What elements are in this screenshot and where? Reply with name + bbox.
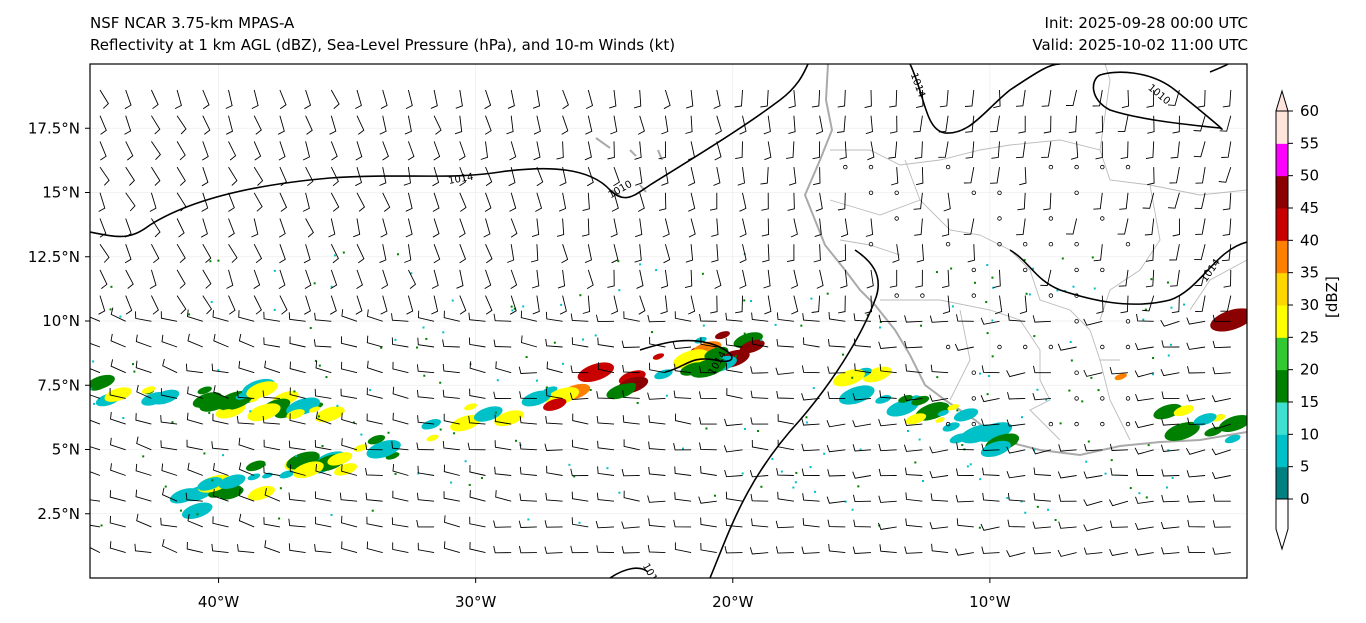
svg-text:1010: 1010 (1145, 82, 1172, 107)
y-tick-label: 12.5°N (28, 248, 80, 266)
svg-text:1014: 1014 (908, 72, 927, 100)
wind-barbs (90, 89, 1232, 558)
colorbar-segment (1276, 466, 1288, 500)
x-tick-label: 30°W (455, 593, 497, 611)
colorbar-segment (1276, 143, 1288, 177)
colorbar-label: [dBZ] (1323, 276, 1341, 318)
colorbar-segment (1276, 111, 1288, 144)
x-tick-label: 20°W (712, 593, 754, 611)
init-time: Init: 2025-09-28 00:00 UTC (1044, 14, 1248, 32)
colorbar-tick-label: 15 (1300, 393, 1319, 411)
isobars (90, 64, 1247, 578)
colorbar-tick-label: 5 (1300, 458, 1310, 476)
axes: 40°W 30°W 20°W 10°W 17.5°N 15°N 12.5°N 10°N 7.5°… (28, 119, 1011, 611)
cape-verde-islands (595, 137, 663, 197)
y-tick-label: 10°N (42, 312, 80, 330)
colorbar-segment (1276, 305, 1288, 338)
y-tick-label: 15°N (42, 184, 80, 202)
svg-text:1014: 1014 (447, 172, 474, 187)
colorbar-tick-label: 50 (1300, 167, 1319, 185)
y-tick-label: 17.5°N (28, 119, 80, 137)
colorbar-segment (1276, 272, 1288, 306)
colorbar-segment (1276, 337, 1288, 371)
colorbar-tick-label: 60 (1300, 102, 1319, 120)
svg-text:1010: 1010 (607, 179, 635, 201)
colorbar-tick-label: 20 (1300, 361, 1319, 379)
colorbar-tick-label: 10 (1300, 425, 1319, 443)
colorbar-tick-label: 55 (1300, 134, 1319, 152)
fields-title: Reflectivity at 1 km AGL (dBZ), Sea-Leve… (90, 36, 676, 54)
colorbar-tick-label: 40 (1300, 231, 1319, 249)
isobar-labels: 1014 1014 1014 1010 1014 1010 1010 (447, 72, 1222, 590)
y-tick-label: 5°N (52, 441, 80, 459)
colorbar-segment (1276, 434, 1288, 468)
colorbar-extend-max (1275, 89, 1289, 112)
colorbar-tick-label: 35 (1300, 264, 1319, 282)
svg-text:1010: 1010 (640, 562, 662, 590)
colorbar-segment (1276, 208, 1288, 241)
y-tick-label: 7.5°N (37, 376, 80, 394)
country-borders (829, 64, 1247, 441)
colorbar-tick-label: 25 (1300, 328, 1319, 346)
coastline (803, 64, 1247, 457)
colorbar-extend-min (1275, 498, 1289, 551)
colorbar-segment (1276, 402, 1288, 435)
colorbar-segment (1276, 240, 1288, 274)
x-tick-label: 40°W (198, 593, 240, 611)
map-area: 1014 1014 1014 1010 1014 1010 1010 (90, 64, 1247, 590)
colorbar-tick-label: 45 (1300, 199, 1319, 217)
valid-time: Valid: 2025-10-02 11:00 UTC (1032, 36, 1248, 54)
colorbar-segment (1276, 175, 1288, 209)
y-tick-label: 2.5°N (37, 505, 80, 523)
reflectivity-field (90, 251, 1247, 529)
colorbar-tick-label: 0 (1300, 490, 1310, 508)
colorbar-segment (1276, 369, 1288, 403)
colorbar-tick-label: 30 (1300, 296, 1319, 314)
x-tick-label: 10°W (969, 593, 1011, 611)
model-title: NSF NCAR 3.75-km MPAS-A (90, 14, 295, 32)
colorbar: 0 5 10 15 20 25 30 35 40 45 50 55 60 (1275, 89, 1319, 551)
